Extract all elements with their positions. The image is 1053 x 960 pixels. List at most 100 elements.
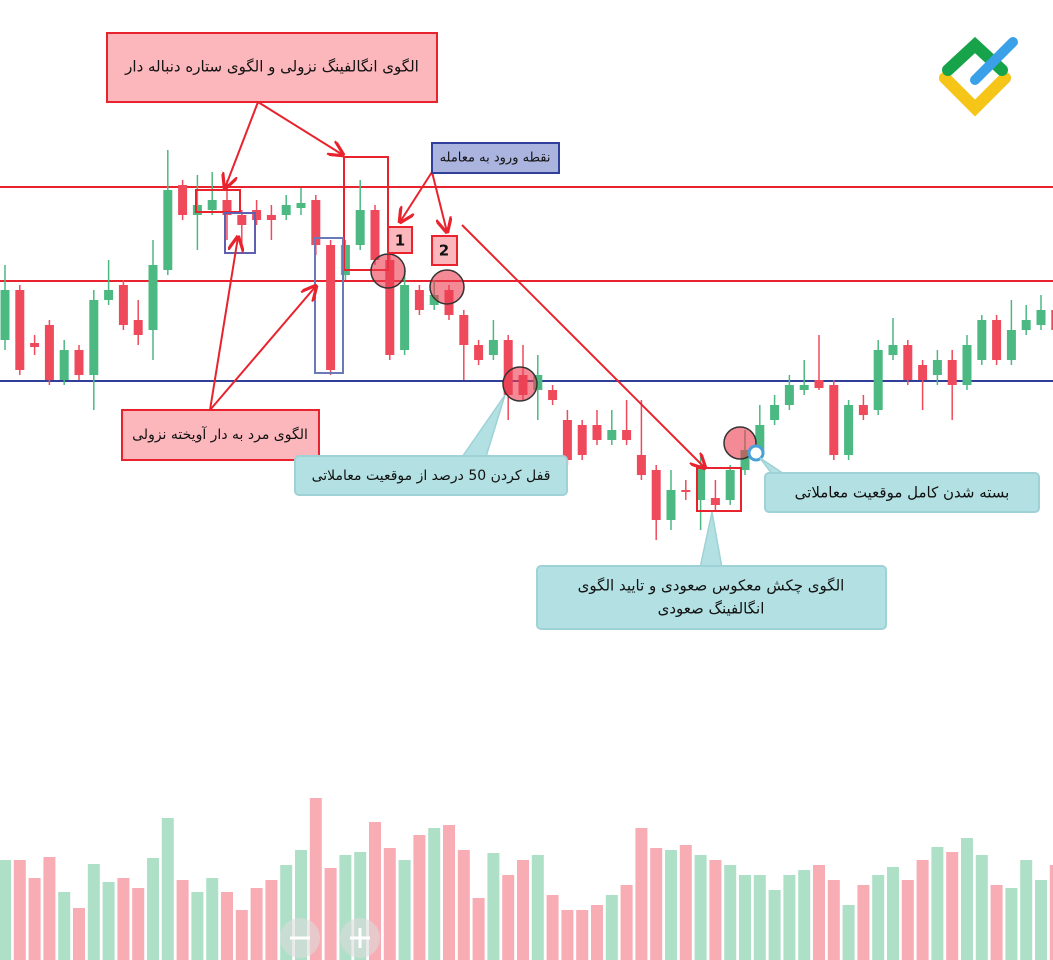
candle-body [607,430,617,440]
volume-bar [916,860,929,960]
candle-body [163,190,173,270]
volume-bar [561,910,574,960]
candle-body [178,185,188,215]
volume-bar [487,853,500,960]
candle-body [89,300,99,375]
volume-bar [739,875,751,960]
volume-bar [576,910,589,960]
candle-body [710,498,720,505]
volume-bar [309,798,322,960]
candle-body [666,490,676,520]
candle-body [651,470,661,520]
candle-body [281,205,291,215]
volume-bar [753,875,766,960]
candle-body [0,290,10,340]
signal-circle [502,366,538,402]
annotation: الگوی انگالفینگ نزولی و الگوی ستاره دنبا… [124,58,419,76]
arrow [461,224,705,468]
candle-body [962,345,972,385]
arrow [257,101,343,155]
volume-bar [176,880,189,960]
candle-body [977,320,987,360]
annotation: الگوی مرد به دار آویخته نزولی [132,426,308,443]
candle-body [1021,320,1031,330]
volume-bar [635,828,648,960]
candle-body [429,295,439,305]
volume-bar [650,848,663,960]
annotation: نقطه ورود به معامله [440,151,551,166]
callout-pointer [699,511,723,569]
candle-body [59,350,69,380]
candle-body [30,343,40,347]
candle-body [488,340,498,355]
candle-body [903,345,913,380]
candle-body [207,200,217,210]
candle-body [858,405,868,415]
zoom-in[interactable] [340,918,380,958]
arrow [431,171,447,232]
candle-body [622,430,632,440]
volume-bar [398,860,411,960]
candle-body [829,385,839,455]
volume-bar [946,852,959,960]
arrow [225,101,259,188]
annotation: بسته شدن کامل موقعیت معاملاتی [795,484,1010,502]
label-box [431,235,458,266]
volume-bar [931,847,944,960]
volume-bar [827,880,840,960]
volume-bar [250,888,263,960]
volume-bar [147,858,159,960]
volume-bar [620,885,633,960]
pattern-box [314,237,344,374]
candle-body [459,315,469,345]
volume-bar [517,860,529,960]
annotation: انگالفینگ صعودی [658,600,765,618]
annotation: الگوی چکش معکوس صعودی و تایید الگوی [578,577,845,595]
candle-body [148,265,158,330]
volume-bar [457,850,470,960]
volume-bar [591,905,603,960]
candle-body [932,360,942,375]
zoom-out[interactable] [280,918,320,958]
label-box [431,142,560,174]
candle-body [1051,310,1053,330]
candle-body [340,245,350,275]
candle-body [799,385,809,390]
volume-bar [990,885,1003,960]
candle-body [592,425,602,440]
volume-bar [383,848,396,960]
label-box [106,32,438,103]
signal-circle [429,269,465,305]
candle-body [385,260,395,355]
candle-body [740,450,750,470]
candle-body [696,465,706,500]
candle-body [44,325,54,380]
candle-body [1006,330,1016,360]
candle-body [755,425,765,455]
volume-bar [709,860,722,960]
arrow [209,237,238,411]
candle-body [681,490,691,492]
candle-body [918,365,928,380]
volume-bar [117,878,130,960]
candle-body [725,470,735,500]
volume-bar [413,835,426,960]
exit-point [747,444,765,462]
volume-bar [724,865,737,960]
candle-body [784,385,794,405]
pattern-box [224,212,256,254]
volume-bar [443,825,455,960]
volume-bar [605,895,618,960]
candle-body [577,425,587,455]
volume-bar [428,828,441,960]
candle-body [992,320,1002,360]
arrow [400,171,433,222]
pattern-box [343,156,389,271]
candle-body [133,320,143,335]
annotation: 2 [439,242,449,260]
candle-body [222,200,232,215]
candle-body [326,245,336,370]
candle-body [844,405,854,455]
volume-bar [887,867,899,960]
